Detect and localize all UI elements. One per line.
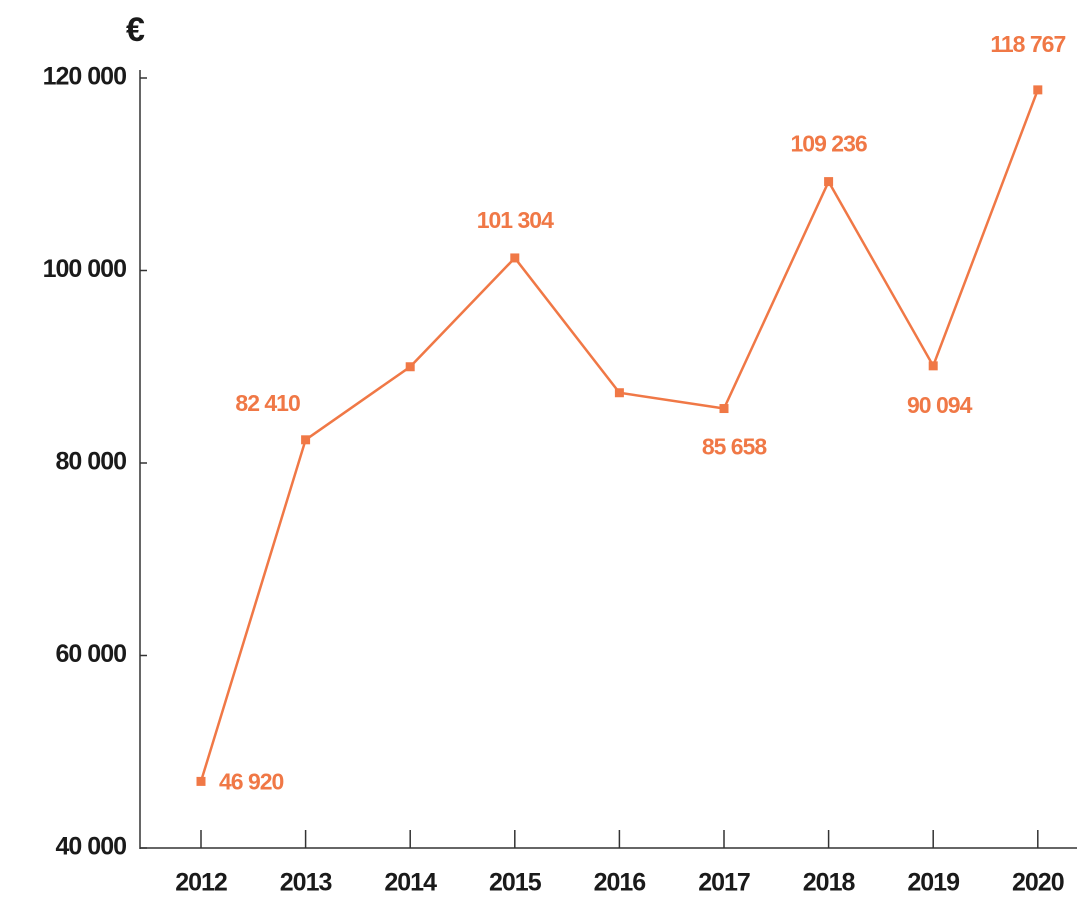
- point: [301, 435, 311, 445]
- y-tick-label: 40 000: [56, 833, 127, 861]
- y-tick-label: 80 000: [56, 448, 127, 476]
- point: [928, 361, 938, 371]
- x-tick-label: 2013: [280, 869, 332, 897]
- x-tick-label: 2018: [803, 869, 856, 897]
- point: [405, 362, 415, 372]
- value-label: 90 094: [907, 392, 973, 418]
- x-tick-label: 2016: [594, 869, 646, 897]
- value-label: 82 410: [235, 390, 300, 416]
- value-label: 118 767: [990, 31, 1065, 57]
- value-label: 109 236: [791, 131, 867, 157]
- value-label: 46 920: [219, 768, 284, 794]
- x-tick-label: 2020: [1012, 869, 1064, 897]
- x-tick-label: 2019: [907, 869, 959, 897]
- x-tick-label: 2012: [175, 869, 227, 897]
- value-label: 101 304: [477, 207, 554, 233]
- y-tick-label: 60 000: [56, 640, 127, 668]
- point: [1033, 85, 1043, 95]
- point: [719, 404, 729, 414]
- y-tick-label: 100 000: [43, 255, 126, 283]
- y-tick-label: 120 000: [43, 63, 126, 91]
- x-tick-label: 2014: [384, 869, 437, 897]
- y-axis-unit: €: [126, 11, 145, 49]
- point: [614, 388, 624, 398]
- point: [510, 253, 520, 263]
- value-label: 85 658: [702, 434, 768, 460]
- line: [199, 89, 1039, 782]
- point: [824, 177, 834, 187]
- x-tick-label: 2015: [489, 869, 542, 897]
- x-tick-label: 2017: [698, 869, 750, 897]
- point: [196, 776, 206, 786]
